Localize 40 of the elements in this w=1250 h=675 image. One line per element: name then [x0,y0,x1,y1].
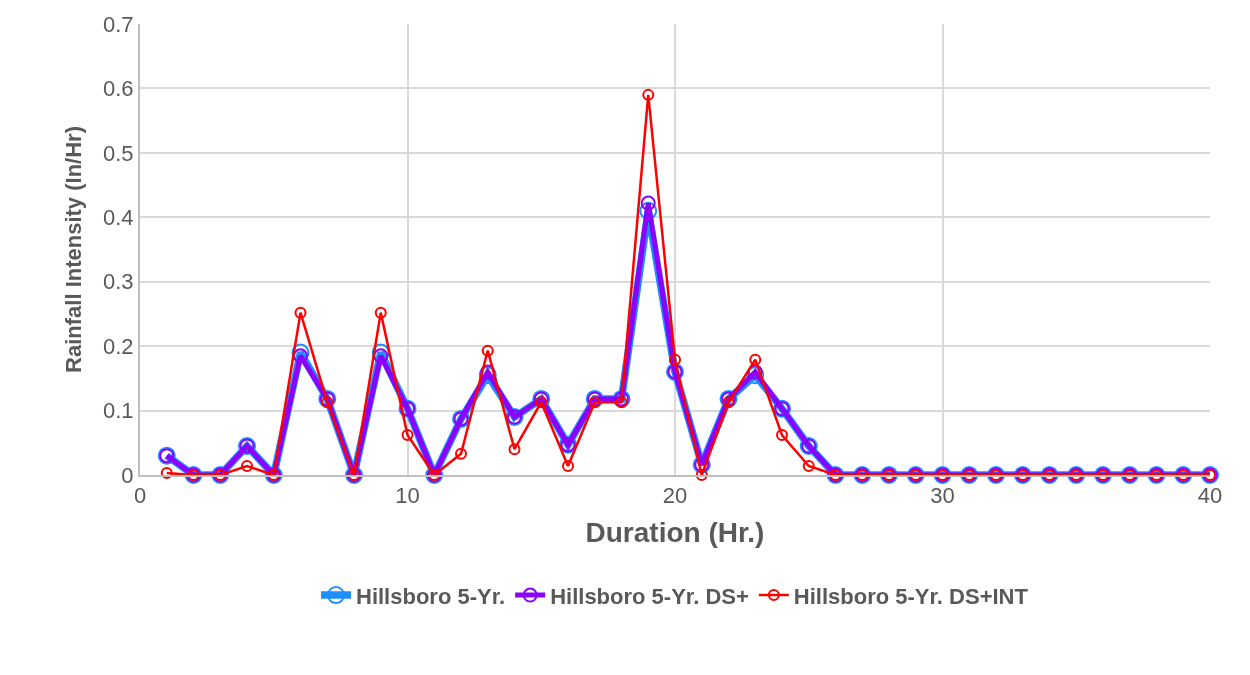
x-axis-title: Duration (Hr.) [585,517,765,548]
y-tick-label: 0 [121,462,134,488]
point [160,467,173,480]
point [747,364,763,380]
point [746,366,765,385]
legend-label: Hillsboro 5-Yr. [356,583,506,609]
point [294,306,307,319]
y-axis-title: Rainfall Intensity (In/Hr) [61,126,87,373]
x-tick-label: 10 [395,483,420,509]
point [640,195,656,211]
y-tick-label: 0.7 [103,11,134,37]
point [669,353,681,366]
x-tick-label: 30 [930,483,955,509]
point [776,429,788,442]
point [639,201,658,220]
point [293,348,308,364]
point [374,306,387,319]
x-tick-label: 40 [1197,483,1223,509]
point [480,364,496,380]
point [562,459,574,472]
y-tick-label: 0.1 [103,398,134,424]
y-tick-label: 0.2 [103,333,134,359]
point [241,459,253,472]
point [373,348,389,364]
point [401,429,414,442]
point [749,353,762,366]
y-tick-label: 0.5 [103,140,134,166]
legend-label: Hillsboro 5-Yr. DS+ [550,583,749,609]
legend-label: Hillsboro 5-Yr. DS+INT [793,583,1029,609]
point [695,469,708,481]
y-tick-label: 0.3 [103,269,134,295]
point [478,366,497,385]
point [455,447,467,460]
y-tick-label: 0.4 [103,204,134,230]
point [802,459,815,472]
point [508,443,521,456]
point [642,88,655,101]
point [481,344,494,357]
y-tick-label: 0.6 [103,76,134,102]
x-tick-label: 20 [662,483,688,509]
